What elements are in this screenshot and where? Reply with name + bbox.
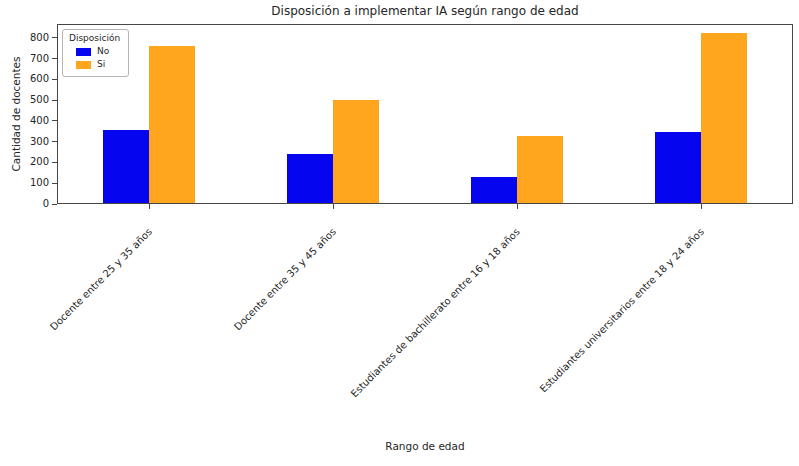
y-tick-mark (52, 141, 57, 142)
y-tick-label: 700 (0, 53, 49, 65)
x-tick-mark (701, 204, 702, 209)
y-tick-label: 200 (0, 156, 49, 168)
y-tick-label: 100 (0, 177, 49, 189)
bar-no-2 (287, 154, 333, 204)
bar-si-3 (517, 136, 563, 204)
y-tick-label: 600 (0, 73, 49, 85)
x-tick-mark (149, 204, 150, 209)
legend-items: No Si (69, 46, 120, 70)
y-tick-mark (52, 58, 57, 59)
y-tick-label: 400 (0, 115, 49, 127)
y-tick-mark (52, 100, 57, 101)
chart-title: Disposición a implementar IA según rango… (57, 4, 793, 18)
x-tick-label: Estudiantes de bachillerato entre 16 y 1… (348, 226, 521, 399)
legend-title: Disposición (69, 33, 120, 44)
legend-swatch-icon (76, 61, 91, 69)
legend-item-label: Si (97, 59, 105, 70)
x-tick-mark (333, 204, 334, 209)
x-tick-label: Docente entre 25 y 35 años (47, 226, 153, 332)
legend-item-si: Si (76, 59, 120, 70)
x-axis-label: Rango de edad (57, 440, 793, 452)
bar-si-2 (333, 100, 379, 204)
bar-si-4 (701, 33, 747, 204)
y-tick-label: 500 (0, 94, 49, 106)
bar-no-1 (103, 130, 149, 204)
y-tick-mark (52, 37, 57, 38)
bar-si-1 (149, 46, 195, 204)
bar-no-4 (655, 132, 701, 204)
x-tick-mark (517, 204, 518, 209)
y-tick-mark (52, 120, 57, 121)
legend-swatch-icon (76, 48, 91, 56)
y-tick-label: 0 (0, 198, 49, 210)
y-tick-mark (52, 162, 57, 163)
y-tick-label: 300 (0, 136, 49, 148)
legend: Disposición No Si (62, 29, 129, 77)
y-tick-label: 800 (0, 32, 49, 44)
bar-no-3 (471, 177, 517, 204)
legend-item-no: No (76, 46, 120, 57)
y-tick-mark (52, 183, 57, 184)
y-tick-mark (52, 79, 57, 80)
figure: Disposición a implementar IA según rango… (0, 0, 799, 466)
y-tick-mark (52, 204, 57, 205)
x-tick-label: Docente entre 35 y 45 años (231, 226, 337, 332)
x-tick-label: Estudiantes universitarios entre 18 y 24… (537, 226, 705, 394)
legend-item-label: No (97, 46, 109, 57)
